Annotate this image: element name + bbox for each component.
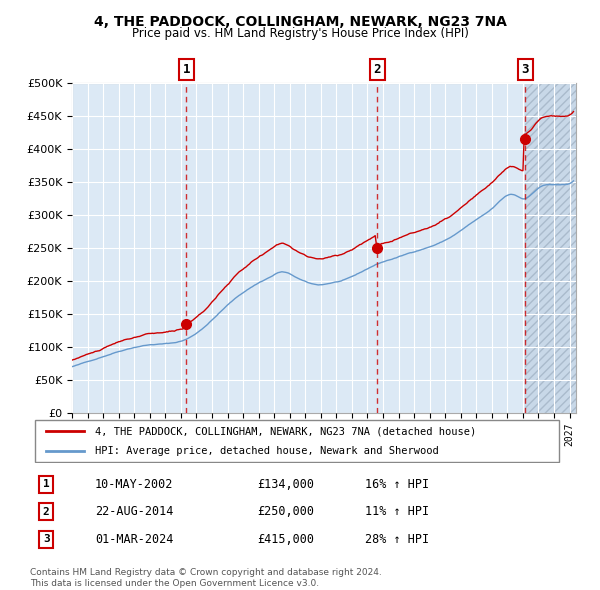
Text: 22-AUG-2014: 22-AUG-2014 bbox=[95, 505, 173, 519]
Bar bbox=[526, 83, 576, 413]
Text: 10-MAY-2002: 10-MAY-2002 bbox=[95, 478, 173, 491]
Text: £415,000: £415,000 bbox=[257, 533, 314, 546]
Text: This data is licensed under the Open Government Licence v3.0.: This data is licensed under the Open Gov… bbox=[30, 579, 319, 588]
Text: 1: 1 bbox=[182, 63, 190, 76]
Text: 4, THE PADDOCK, COLLINGHAM, NEWARK, NG23 7NA: 4, THE PADDOCK, COLLINGHAM, NEWARK, NG23… bbox=[94, 15, 506, 29]
Text: 16% ↑ HPI: 16% ↑ HPI bbox=[365, 478, 429, 491]
Text: Price paid vs. HM Land Registry's House Price Index (HPI): Price paid vs. HM Land Registry's House … bbox=[131, 27, 469, 40]
Text: 3: 3 bbox=[43, 534, 50, 544]
Bar bbox=[526, 83, 576, 413]
Text: HPI: Average price, detached house, Newark and Sherwood: HPI: Average price, detached house, Newa… bbox=[95, 446, 439, 455]
Text: Contains HM Land Registry data © Crown copyright and database right 2024.: Contains HM Land Registry data © Crown c… bbox=[30, 568, 382, 576]
Text: 2: 2 bbox=[43, 507, 50, 517]
FancyBboxPatch shape bbox=[35, 420, 559, 463]
Text: £134,000: £134,000 bbox=[257, 478, 314, 491]
Text: 3: 3 bbox=[522, 63, 529, 76]
Text: 01-MAR-2024: 01-MAR-2024 bbox=[95, 533, 173, 546]
Text: 11% ↑ HPI: 11% ↑ HPI bbox=[365, 505, 429, 519]
Text: 2: 2 bbox=[374, 63, 381, 76]
Text: £250,000: £250,000 bbox=[257, 505, 314, 519]
Text: 28% ↑ HPI: 28% ↑ HPI bbox=[365, 533, 429, 546]
Text: 1: 1 bbox=[43, 480, 50, 490]
Text: 4, THE PADDOCK, COLLINGHAM, NEWARK, NG23 7NA (detached house): 4, THE PADDOCK, COLLINGHAM, NEWARK, NG23… bbox=[95, 427, 476, 436]
